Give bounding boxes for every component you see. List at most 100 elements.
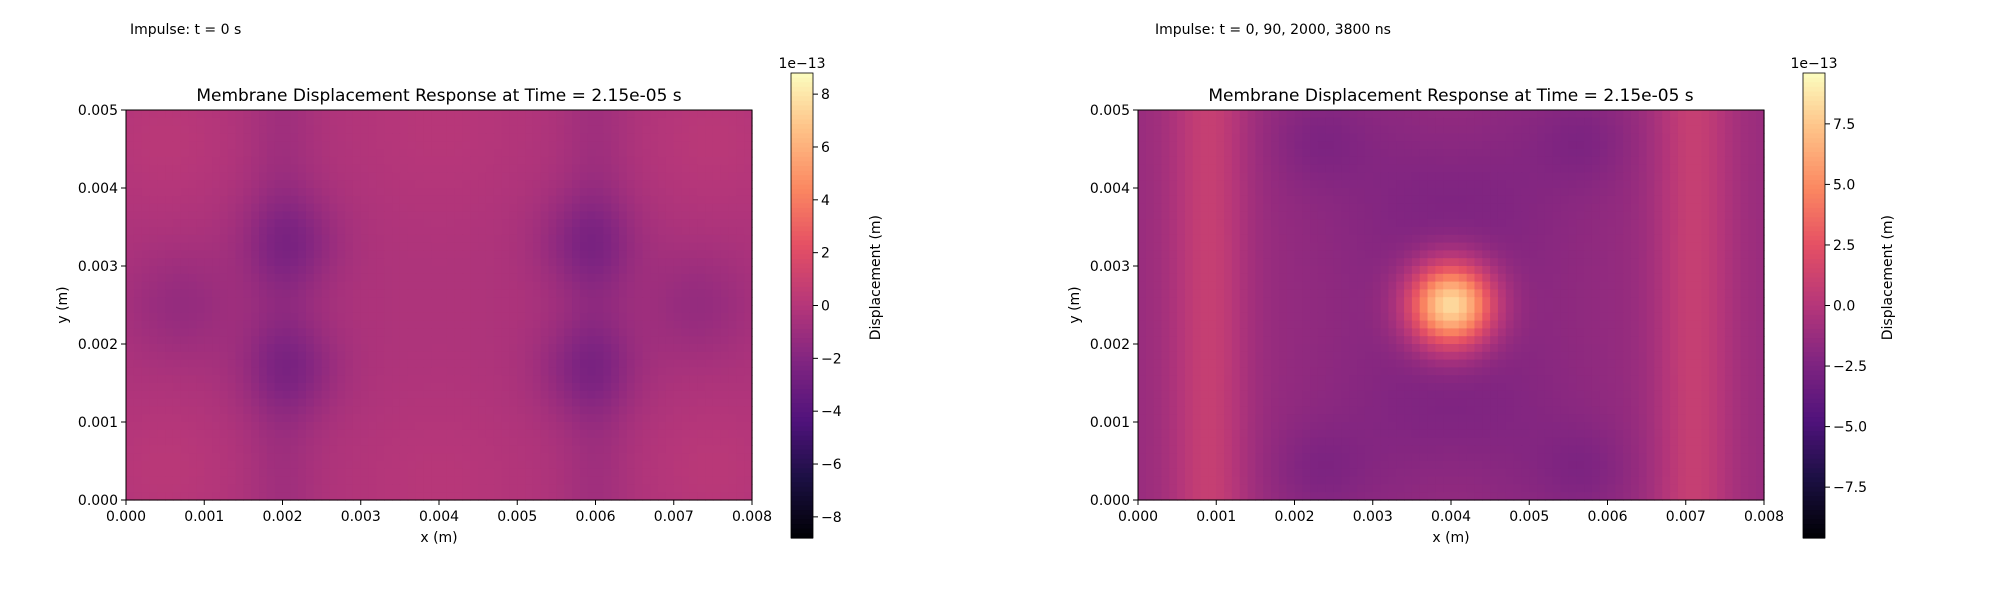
heatmap-cell [556, 344, 565, 353]
heatmap-cell [611, 164, 620, 173]
colorbar-step [791, 272, 813, 279]
heatmap-cell [274, 117, 284, 127]
heatmap-cell [705, 406, 714, 415]
heatmap-cell [548, 133, 557, 142]
heatmap-cell [1239, 172, 1249, 181]
heatmap-cell [744, 414, 753, 423]
heatmap-cell [423, 461, 432, 470]
heatmap-cell [1576, 149, 1585, 158]
heatmap-cell [548, 297, 557, 306]
heatmap-cell [744, 133, 753, 142]
heatmap-cell [1208, 149, 1217, 158]
heatmap-cell [219, 289, 229, 298]
heatmap-cell [266, 429, 276, 439]
heatmap-cell [712, 305, 722, 314]
heatmap-cell [478, 211, 487, 220]
heatmap-cell [517, 125, 526, 134]
heatmap-cell [1458, 110, 1468, 119]
heatmap-cell [219, 414, 229, 423]
heatmap-cell [572, 492, 581, 501]
heatmap-cell [454, 266, 464, 275]
heatmap-cell [126, 406, 135, 415]
heatmap-cell [728, 250, 737, 259]
heatmap-cell [509, 227, 518, 236]
heatmap-cell [744, 492, 753, 501]
heatmap-cell [274, 133, 284, 142]
heatmap-cell [305, 406, 315, 415]
heatmap-cell [251, 203, 260, 212]
heatmap-cell [399, 437, 409, 446]
colorbar-step [791, 110, 813, 116]
heatmap-cell [744, 195, 753, 205]
heatmap-cell [259, 242, 268, 251]
heatmap-cell [572, 219, 581, 228]
heatmap-cell [1724, 110, 1734, 119]
heatmap-cell [1630, 133, 1640, 142]
heatmap-cell [141, 219, 151, 228]
heatmap-cell [1302, 188, 1311, 197]
heatmap-cell [462, 422, 471, 431]
colorbar-step [791, 259, 813, 265]
heatmap-cell [282, 336, 291, 345]
heatmap-cell [329, 250, 338, 259]
heatmap-cell [337, 281, 346, 290]
heatmap-cell [212, 242, 221, 251]
heatmap-cell [282, 258, 291, 267]
heatmap-cell [485, 453, 495, 462]
heatmap-cell [697, 266, 706, 275]
heatmap-cell [235, 305, 244, 314]
heatmap-cell [1466, 172, 1476, 181]
heatmap-cell [1568, 164, 1577, 173]
heatmap-cell [720, 188, 730, 197]
heatmap-cell [204, 141, 213, 150]
heatmap-cell [392, 180, 401, 189]
heatmap-cell [572, 125, 581, 134]
heatmap-cell [133, 492, 143, 501]
heatmap-cell [532, 359, 542, 368]
heatmap-cell [196, 398, 205, 407]
heatmap-cell [1239, 141, 1249, 150]
heatmap-cell [478, 461, 487, 470]
heatmap-cell [1451, 164, 1460, 173]
heatmap-cell [243, 468, 252, 478]
heatmap-cell [689, 375, 698, 384]
heatmap-cell [337, 492, 346, 501]
heatmap-cell [681, 414, 691, 423]
heatmap-cell [259, 164, 268, 173]
heatmap-cell [579, 297, 589, 306]
heatmap-cell [368, 305, 378, 314]
heatmap-cell [259, 336, 268, 345]
heatmap-cell [634, 437, 644, 446]
heatmap-cell [399, 476, 409, 485]
heatmap-cell [149, 273, 158, 283]
heatmap-cell [259, 125, 268, 134]
heatmap-cell [532, 188, 542, 197]
heatmap-cell [1184, 125, 1194, 134]
colorbar-step [791, 166, 813, 172]
heatmap-cell [720, 344, 730, 353]
heatmap-cell [360, 227, 370, 236]
heatmap-cell [548, 406, 557, 415]
heatmap-cell [1380, 164, 1390, 173]
heatmap-cell [133, 297, 143, 306]
heatmap-cell [243, 390, 252, 400]
heatmap-cell [337, 227, 346, 236]
heatmap-cell [485, 328, 495, 337]
heatmap-cell [595, 461, 604, 470]
heatmap-cell [282, 289, 291, 298]
heatmap-cell [133, 195, 143, 205]
heatmap-cell [1286, 156, 1296, 166]
heatmap-cell [165, 125, 174, 134]
heatmap-cell [1435, 156, 1444, 166]
heatmap-cell [736, 234, 745, 244]
heatmap-cell [509, 422, 518, 431]
heatmap-cell [1357, 117, 1366, 127]
heatmap-cell [1216, 117, 1225, 127]
heatmap-cell [1646, 110, 1656, 119]
heatmap-cell [744, 344, 753, 353]
heatmap-cell [376, 492, 385, 501]
colorbar-label: Displacement (m) [868, 215, 884, 340]
heatmap-cell [352, 414, 362, 423]
heatmap-cell [407, 149, 417, 158]
heatmap-cell [501, 344, 511, 353]
